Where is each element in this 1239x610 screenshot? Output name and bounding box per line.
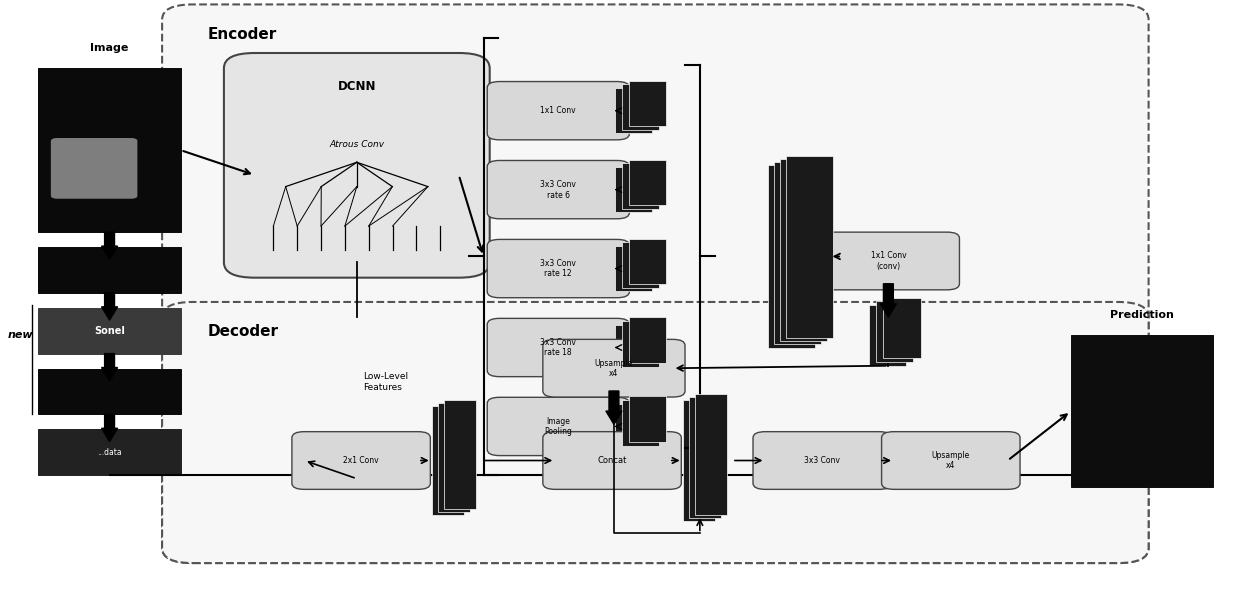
Text: 1x1 Conv
(conv): 1x1 Conv (conv) bbox=[871, 251, 906, 271]
Bar bbox=[689, 396, 721, 518]
FancyBboxPatch shape bbox=[292, 432, 430, 489]
Bar bbox=[622, 163, 659, 209]
FancyBboxPatch shape bbox=[51, 138, 138, 199]
Bar bbox=[629, 160, 667, 205]
Bar bbox=[768, 165, 815, 348]
Bar bbox=[38, 369, 181, 414]
Text: Upsample
x4: Upsample x4 bbox=[595, 359, 633, 378]
FancyBboxPatch shape bbox=[487, 160, 629, 219]
FancyBboxPatch shape bbox=[882, 432, 1020, 489]
FancyArrow shape bbox=[102, 293, 118, 320]
Bar bbox=[437, 403, 470, 512]
Text: Upsample
x4: Upsample x4 bbox=[932, 451, 970, 470]
Text: Decoder: Decoder bbox=[208, 325, 279, 339]
FancyBboxPatch shape bbox=[162, 4, 1149, 563]
FancyBboxPatch shape bbox=[224, 53, 489, 278]
Bar bbox=[787, 156, 834, 339]
Bar bbox=[615, 88, 652, 134]
Bar bbox=[615, 404, 652, 449]
Text: Prediction: Prediction bbox=[1110, 310, 1173, 320]
Bar bbox=[431, 406, 463, 515]
Text: Image
Pooling: Image Pooling bbox=[544, 417, 572, 436]
Bar bbox=[615, 246, 652, 292]
Text: DCNN: DCNN bbox=[337, 81, 377, 93]
Bar bbox=[683, 400, 715, 521]
FancyArrow shape bbox=[102, 232, 118, 259]
Bar bbox=[883, 298, 921, 359]
Bar bbox=[1070, 336, 1213, 487]
Text: 3x3 Conv
rate 6: 3x3 Conv rate 6 bbox=[540, 180, 576, 199]
Bar bbox=[869, 305, 906, 366]
Text: 2x1 Conv: 2x1 Conv bbox=[343, 456, 379, 465]
Bar bbox=[622, 400, 659, 445]
Text: Encoder: Encoder bbox=[208, 27, 278, 42]
Text: 3x3 Conv: 3x3 Conv bbox=[804, 456, 840, 465]
FancyArrow shape bbox=[102, 414, 118, 442]
Bar bbox=[629, 396, 667, 442]
FancyArrow shape bbox=[102, 354, 118, 381]
Text: ...data: ...data bbox=[97, 448, 121, 457]
FancyBboxPatch shape bbox=[487, 318, 629, 376]
Bar bbox=[622, 84, 659, 130]
FancyBboxPatch shape bbox=[487, 397, 629, 456]
FancyBboxPatch shape bbox=[543, 339, 685, 397]
Text: new: new bbox=[7, 331, 33, 340]
Bar bbox=[622, 242, 659, 288]
Text: Low-Level
Features: Low-Level Features bbox=[363, 371, 408, 392]
Bar bbox=[622, 321, 659, 367]
Bar bbox=[629, 81, 667, 126]
FancyBboxPatch shape bbox=[162, 302, 1149, 563]
Text: Sonel: Sonel bbox=[94, 326, 125, 336]
FancyBboxPatch shape bbox=[543, 432, 681, 489]
FancyArrow shape bbox=[606, 391, 622, 425]
Bar bbox=[444, 400, 476, 509]
Text: Concat: Concat bbox=[597, 456, 627, 465]
Bar bbox=[629, 317, 667, 363]
Text: 3x3 Conv
rate 12: 3x3 Conv rate 12 bbox=[540, 259, 576, 278]
FancyBboxPatch shape bbox=[753, 432, 892, 489]
Bar bbox=[38, 308, 181, 354]
Bar bbox=[774, 162, 821, 345]
Bar bbox=[876, 301, 913, 362]
FancyArrow shape bbox=[881, 284, 896, 317]
FancyBboxPatch shape bbox=[818, 232, 959, 290]
Text: 3x3 Conv
rate 18: 3x3 Conv rate 18 bbox=[540, 337, 576, 357]
Bar bbox=[38, 68, 181, 232]
Bar bbox=[629, 239, 667, 284]
Text: Image: Image bbox=[90, 43, 129, 53]
Bar bbox=[615, 167, 652, 212]
Bar bbox=[615, 325, 652, 370]
Bar bbox=[38, 429, 181, 475]
Text: 1x1 Conv: 1x1 Conv bbox=[540, 106, 576, 115]
Bar bbox=[38, 247, 181, 293]
Bar bbox=[695, 393, 727, 515]
FancyBboxPatch shape bbox=[487, 82, 629, 140]
Text: Atrous Conv: Atrous Conv bbox=[330, 140, 384, 149]
Bar bbox=[781, 159, 828, 342]
FancyBboxPatch shape bbox=[487, 239, 629, 298]
